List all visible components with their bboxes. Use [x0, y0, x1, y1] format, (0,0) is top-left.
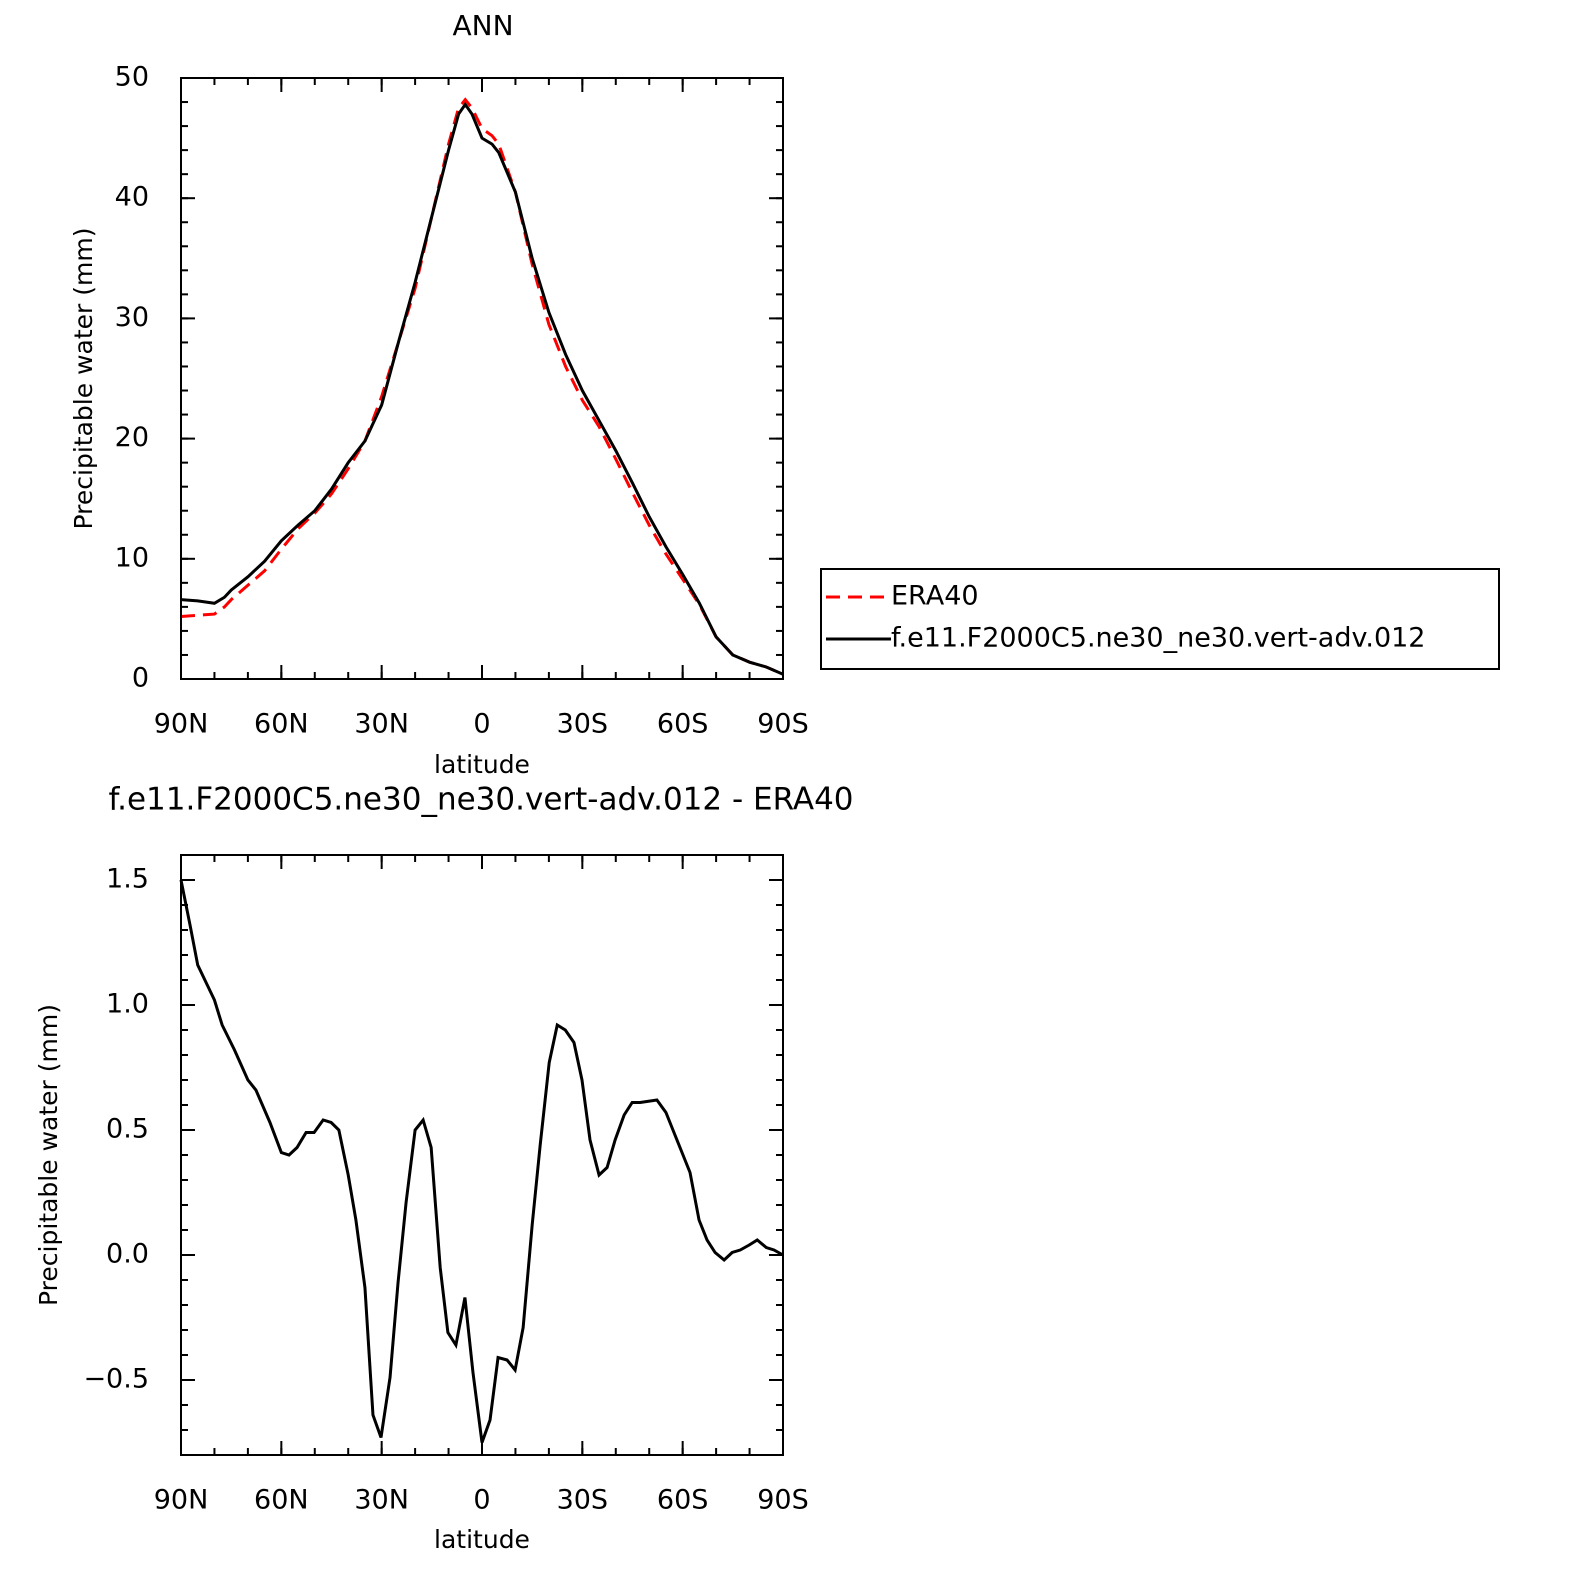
x-tick-label: 30S: [557, 1485, 609, 1516]
x-tick-label: 30N: [354, 709, 409, 740]
x-tick-label: 30N: [354, 1485, 409, 1516]
x-tick-label: 0: [473, 1485, 490, 1516]
y-tick-label: 30: [115, 302, 149, 333]
legend-box: [820, 568, 1500, 670]
y-tick-label: 40: [115, 182, 149, 213]
data-line: [180, 101, 784, 676]
y-tick-label: 10: [115, 542, 149, 573]
legend-label: f.e11.F2000C5.ne30_ne30.vert-adv.012: [891, 623, 1425, 654]
data-line: [179, 879, 784, 1444]
x-tick-label: 30S: [557, 709, 609, 740]
x-tick-label: 60N: [254, 709, 309, 740]
y-axis-label: Precipitable water (mm): [34, 1004, 63, 1306]
chart-title: ANN: [452, 9, 513, 42]
y-tick-label: −0.5: [83, 1364, 149, 1395]
x-tick-label: 0: [473, 709, 490, 740]
y-tick-label: 1.5: [106, 864, 149, 895]
y-axis-label: Precipitable water (mm): [69, 228, 98, 530]
y-tick-label: 50: [115, 62, 149, 93]
y-tick-label: 0: [132, 663, 149, 694]
x-tick-label: 90S: [757, 1485, 809, 1516]
y-tick-label: 0.5: [106, 1114, 149, 1145]
y-tick-label: 20: [115, 422, 149, 453]
data-line: [180, 97, 784, 676]
x-axis-label: latitude: [434, 1525, 530, 1554]
x-axis-label: latitude: [434, 750, 530, 779]
y-tick-label: 0.0: [106, 1239, 149, 1270]
x-tick-label: 60N: [254, 1485, 309, 1516]
x-tick-label: 90N: [154, 1485, 209, 1516]
x-tick-label: 90S: [757, 709, 809, 740]
plot-frame: [180, 77, 784, 680]
chart-title: f.e11.F2000C5.ne30_ne30.vert-adv.012 - E…: [108, 782, 853, 818]
legend-label: ERA40: [891, 581, 979, 612]
x-tick-label: 90N: [154, 709, 209, 740]
y-tick-label: 1.0: [106, 989, 149, 1020]
plot-frame: [180, 854, 784, 1456]
x-tick-label: 60S: [657, 1485, 709, 1516]
x-tick-label: 60S: [657, 709, 709, 740]
